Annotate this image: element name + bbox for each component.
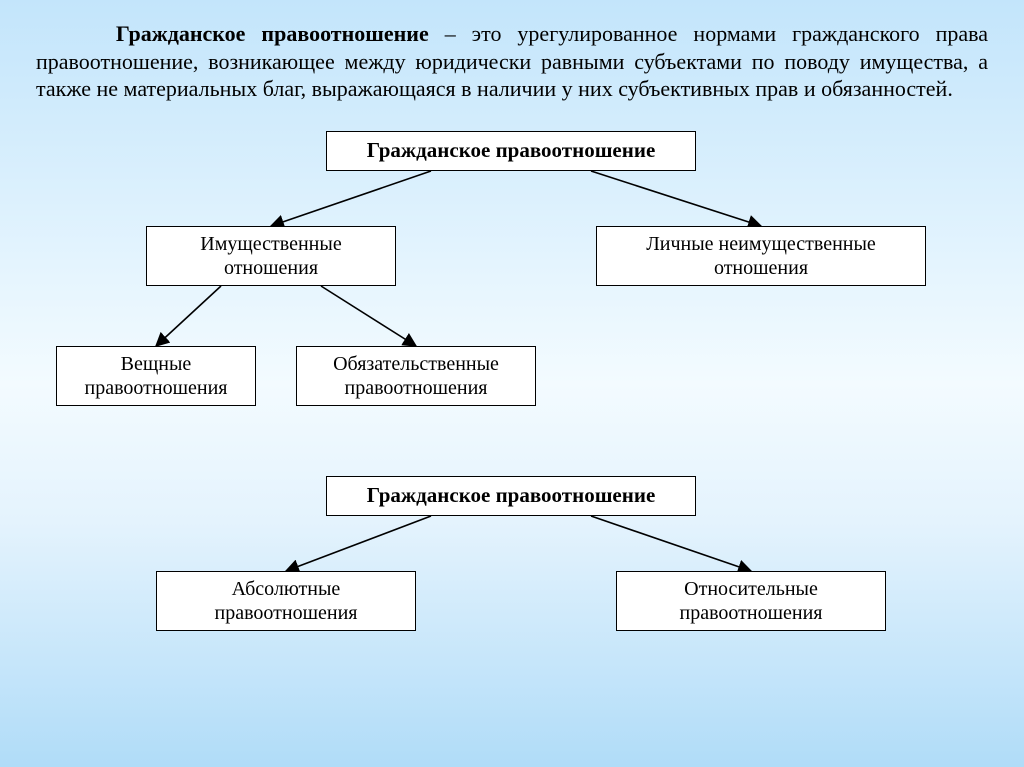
node-n5: Обязательственные правоотношения <box>296 346 536 406</box>
slide-content: Гражданское правоотношение – это урегули… <box>0 0 1024 701</box>
arrow <box>591 516 751 571</box>
definition-paragraph: Гражданское правоотношение – это урегули… <box>36 20 988 103</box>
node-n6: Гражданское правоотношение <box>326 476 696 516</box>
arrow <box>156 286 221 346</box>
arrow <box>286 516 431 571</box>
definition-term: Гражданское правоотношение <box>116 21 429 46</box>
node-n4: Вещные правоотношения <box>56 346 256 406</box>
arrow <box>321 286 416 346</box>
node-n8: Относительные правоотношения <box>616 571 886 631</box>
node-n2: Имущественные отношения <box>146 226 396 286</box>
diagram-area: Гражданское правоотношение Имущественные … <box>36 121 988 701</box>
arrow <box>271 171 431 226</box>
node-n7: Абсолютные правоотношения <box>156 571 416 631</box>
arrow <box>591 171 761 226</box>
node-n1: Гражданское правоотношение <box>326 131 696 171</box>
node-n3: Личные неимущественные отношения <box>596 226 926 286</box>
